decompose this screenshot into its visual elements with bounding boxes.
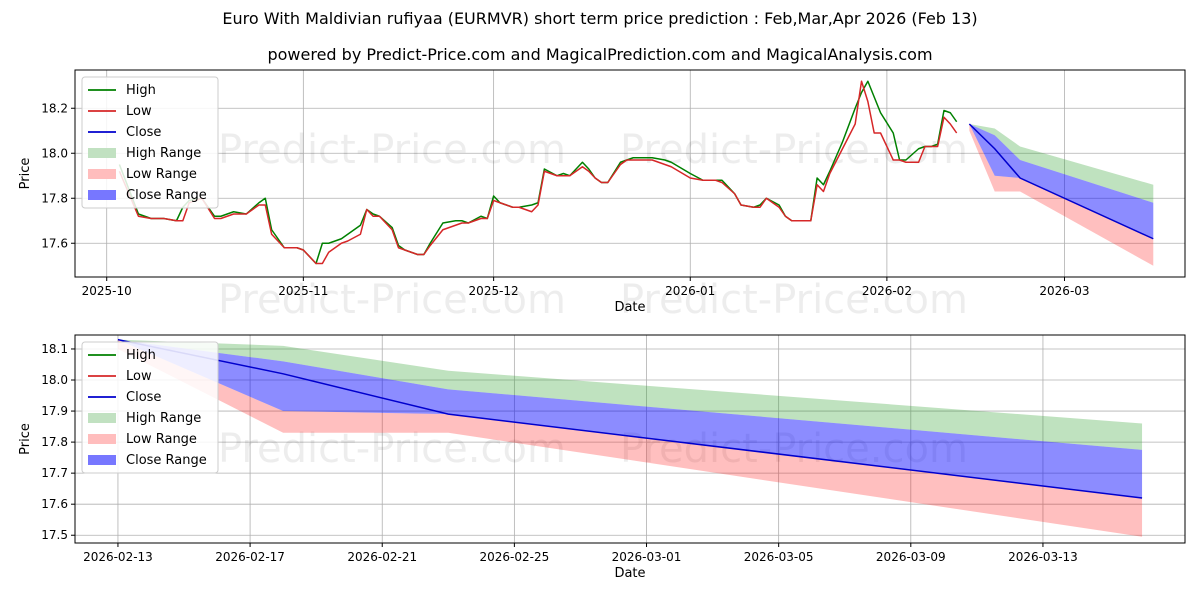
x-tick-label: 2026-02-13 — [83, 550, 153, 564]
chart-title: Euro With Maldivian rufiyaa (EURMVR) sho… — [222, 9, 978, 28]
y-tick-label: 17.8 — [41, 435, 68, 449]
watermark: Predict-Price.com — [218, 277, 566, 320]
high-range-band — [969, 124, 1154, 203]
x-tick-label: 2026-03-09 — [876, 550, 946, 564]
x-axis-label: Date — [614, 300, 645, 315]
y-tick-label: 18.0 — [41, 146, 68, 160]
x-tick-label: 2026-03-05 — [744, 550, 814, 564]
legend-label: Low — [126, 104, 152, 119]
legend-swatch-close-range — [88, 190, 116, 200]
x-tick-label: 2026-02-25 — [480, 550, 550, 564]
y-axis-label: Price — [18, 423, 33, 455]
legend: High Low Close High Range Low Range Close Ran… — [81, 341, 219, 474]
x-tick-label: 2026-02-17 — [215, 550, 285, 564]
watermark: Predict-Price.com — [218, 127, 566, 173]
grid-lines — [75, 335, 1185, 543]
x-tick-label: 2026-03-13 — [1008, 550, 1078, 564]
legend-swatch-close-range — [88, 455, 116, 465]
series-line-close — [968, 123, 1154, 240]
legend-label: Low — [126, 369, 152, 384]
y-tick-label: 17.6 — [41, 497, 68, 511]
history-chart: Predict-Price.com Predict-Price.com Predic… — [18, 69, 1186, 320]
legend-swatch-high-range — [88, 148, 116, 158]
x-tick-label: 2025-12 — [469, 284, 519, 298]
high-range-band — [117, 339, 1143, 450]
legend-swatch-low-range — [88, 169, 116, 179]
watermark: Predict-Price.com — [218, 426, 566, 472]
y-tick-label: 17.8 — [41, 191, 68, 205]
x-axis-label: Date — [614, 566, 645, 581]
x-tick-label: 2026-03 — [1039, 284, 1089, 298]
x-tick-label: 2026-03-01 — [612, 550, 682, 564]
y-tick-label: 17.6 — [41, 236, 68, 250]
low-range-band — [117, 339, 1143, 537]
legend-swatch-low-range — [88, 434, 116, 444]
y-tick-label: 18.1 — [41, 342, 68, 356]
chart-subtitle: powered by Predict-Price.com and Magical… — [267, 45, 933, 64]
legend: High Low Close High Range Low Range Close Ran… — [81, 76, 219, 209]
legend-swatch-high-range — [88, 413, 116, 423]
low-range-band — [969, 124, 1154, 266]
watermark: Predict-Price.com — [620, 426, 968, 472]
x-tick-label: 2026-02-21 — [347, 550, 417, 564]
y-tick-label: 17.7 — [41, 466, 68, 480]
close-range-band — [969, 124, 1154, 239]
legend-label: High Range — [126, 146, 201, 161]
y-tick-label: 17.5 — [41, 528, 68, 542]
legend-label: Low Range — [126, 167, 197, 182]
x-tick-label: 2025-10 — [82, 284, 132, 298]
legend-label: High — [126, 83, 156, 98]
forecast-zoom-chart: Predict-Price.com Predict-Price.com 2026-0… — [18, 334, 1186, 581]
plot-area — [118, 80, 1154, 266]
legend-label: Close — [126, 125, 161, 140]
legend-label: High — [126, 348, 156, 363]
legend-label: High Range — [126, 411, 201, 426]
legend-label: Low Range — [126, 432, 197, 447]
legend-label: Close — [126, 390, 161, 405]
x-tick-label: 2025-11 — [278, 284, 328, 298]
grid-lines — [75, 70, 1185, 277]
series-line-low — [118, 80, 958, 265]
y-tick-label: 18.2 — [41, 101, 68, 115]
plot-frame — [74, 69, 1186, 278]
x-tick-label: 2026-01 — [665, 284, 715, 298]
legend-label: Close Range — [126, 453, 207, 468]
x-tick-label: 2026-02 — [862, 284, 912, 298]
y-tick-label: 18.0 — [41, 373, 68, 387]
plot-frame — [74, 334, 1186, 544]
legend-label: Close Range — [126, 188, 207, 203]
close-range-band — [117, 339, 1143, 498]
y-axis-label: Price — [18, 158, 33, 190]
y-tick-label: 17.9 — [41, 404, 68, 418]
watermark: Predict-Price.com — [620, 127, 968, 173]
watermark: Predict-Price.com — [620, 277, 968, 320]
